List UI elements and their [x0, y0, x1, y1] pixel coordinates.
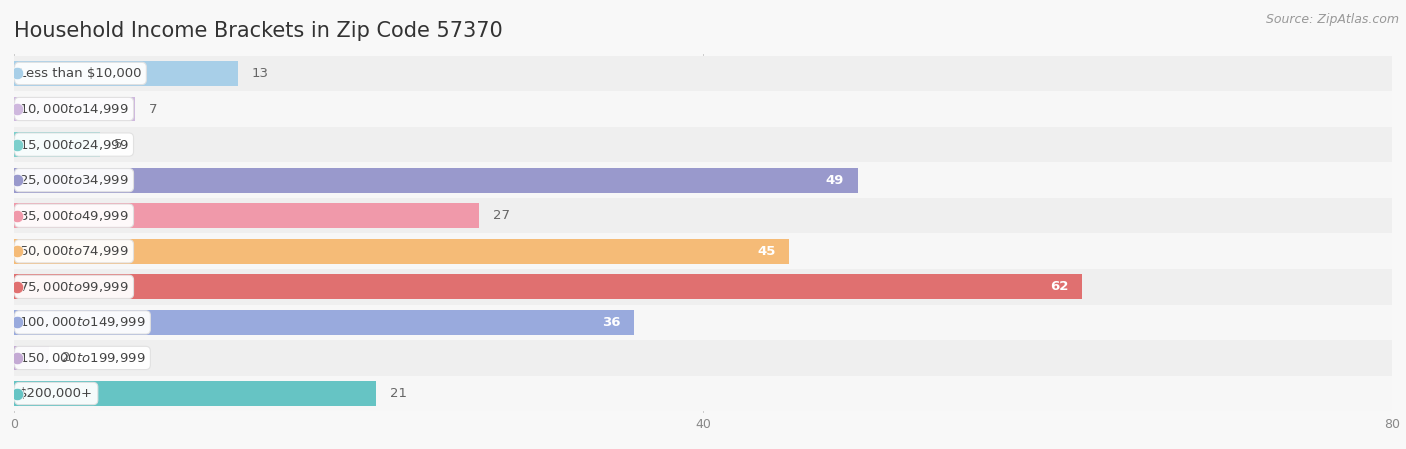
Text: Source: ZipAtlas.com: Source: ZipAtlas.com — [1265, 13, 1399, 26]
FancyBboxPatch shape — [14, 163, 1392, 198]
Bar — [14, 239, 789, 264]
Bar — [14, 310, 634, 335]
Text: $35,000 to $49,999: $35,000 to $49,999 — [20, 209, 129, 223]
FancyBboxPatch shape — [14, 304, 1392, 340]
FancyBboxPatch shape — [14, 269, 1392, 304]
Text: Less than $10,000: Less than $10,000 — [20, 67, 142, 80]
FancyBboxPatch shape — [14, 376, 1392, 411]
FancyBboxPatch shape — [14, 233, 1392, 269]
FancyBboxPatch shape — [14, 91, 1392, 127]
Text: $25,000 to $34,999: $25,000 to $34,999 — [20, 173, 129, 187]
FancyBboxPatch shape — [14, 127, 1392, 163]
Bar — [14, 274, 1083, 299]
Text: 5: 5 — [114, 138, 122, 151]
Text: 45: 45 — [756, 245, 775, 258]
Text: 2: 2 — [62, 352, 70, 365]
Text: $50,000 to $74,999: $50,000 to $74,999 — [20, 244, 129, 258]
Bar — [14, 346, 48, 370]
Text: 62: 62 — [1050, 280, 1069, 293]
Bar — [14, 167, 858, 193]
Text: 49: 49 — [825, 174, 844, 187]
Bar — [14, 381, 375, 406]
Bar — [14, 97, 135, 121]
FancyBboxPatch shape — [14, 56, 1392, 91]
Text: $15,000 to $24,999: $15,000 to $24,999 — [20, 137, 129, 152]
FancyBboxPatch shape — [14, 198, 1392, 233]
Text: $75,000 to $99,999: $75,000 to $99,999 — [20, 280, 129, 294]
Text: 27: 27 — [494, 209, 510, 222]
Text: Household Income Brackets in Zip Code 57370: Household Income Brackets in Zip Code 57… — [14, 21, 503, 41]
Text: $150,000 to $199,999: $150,000 to $199,999 — [20, 351, 146, 365]
Text: 7: 7 — [149, 102, 157, 115]
Text: 21: 21 — [389, 387, 406, 400]
Text: $200,000+: $200,000+ — [20, 387, 93, 400]
Bar — [14, 61, 238, 86]
Bar — [14, 132, 100, 157]
Text: 13: 13 — [252, 67, 269, 80]
Text: 36: 36 — [602, 316, 620, 329]
Bar — [14, 203, 479, 228]
FancyBboxPatch shape — [14, 340, 1392, 376]
Text: $10,000 to $14,999: $10,000 to $14,999 — [20, 102, 129, 116]
Text: $100,000 to $149,999: $100,000 to $149,999 — [20, 315, 146, 330]
